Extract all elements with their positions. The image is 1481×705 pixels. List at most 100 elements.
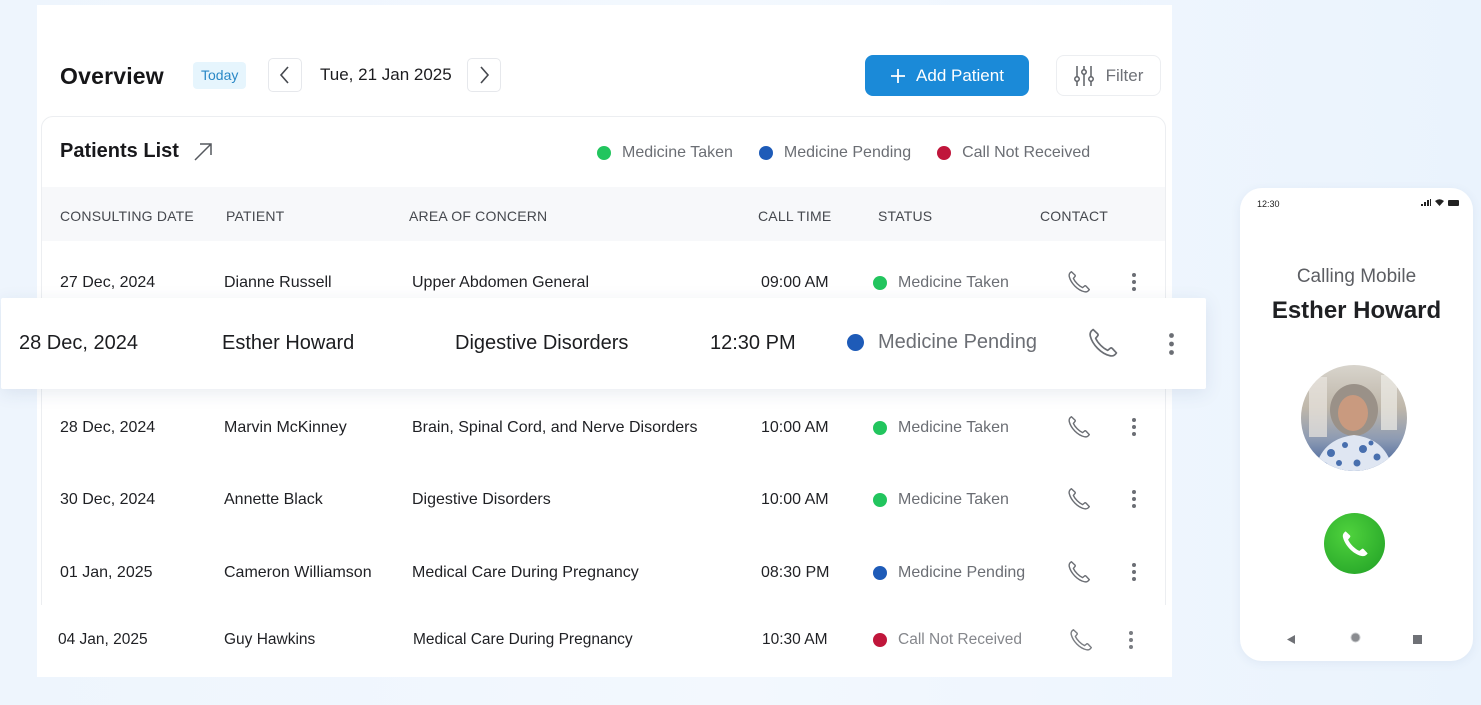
- patient-name: Marvin McKinney: [224, 419, 347, 436]
- status-badge: Call Not Received: [873, 631, 1022, 649]
- consulting-date: 28 Dec, 2024: [60, 419, 156, 436]
- add-patient-button[interactable]: Add Patient: [865, 55, 1029, 96]
- status-label: Medicine Pending: [898, 564, 1026, 581]
- call-time: 12:30 PM: [710, 332, 796, 354]
- consulting-date: 27 Dec, 2024: [60, 274, 156, 291]
- caller-name: Esther Howard: [1271, 297, 1442, 324]
- column-consulting-date[interactable]: CONSULTING DATE: [60, 208, 194, 224]
- column-area-of-concern[interactable]: AREA OF CONCERN: [409, 208, 548, 224]
- status-label: Medicine Taken: [898, 491, 1009, 508]
- patient-name: Esther Howard: [222, 332, 355, 354]
- area-of-concern: Digestive Disorders: [412, 491, 551, 508]
- sliders-icon: [1073, 65, 1094, 86]
- more-options-button[interactable]: [1121, 629, 1141, 651]
- status-badge: Medicine Taken: [873, 274, 1009, 292]
- caller-avatar: [1301, 365, 1407, 471]
- phone-icon: [1068, 416, 1090, 438]
- more-options-button[interactable]: [1161, 331, 1181, 357]
- column-call-time[interactable]: CALL TIME: [758, 208, 832, 224]
- legend-label: Call Not Received: [962, 144, 1091, 161]
- legend-label: Medicine Taken: [622, 144, 733, 161]
- phone-handset-icon: [1342, 530, 1368, 556]
- patient-name: Guy Hawkins: [224, 631, 316, 648]
- legend-medicine-taken: Medicine Taken: [597, 144, 733, 162]
- phone-icon: [1070, 629, 1092, 651]
- chevron-right-icon: [480, 66, 490, 84]
- call-time: 10:30 AM: [762, 631, 828, 648]
- back-button[interactable]: [1287, 631, 1296, 649]
- status-label: Call Not Received: [898, 631, 1023, 648]
- call-time: 10:00 AM: [761, 491, 829, 508]
- status-label: Medicine Pending: [878, 331, 1037, 353]
- call-time: 09:00 AM: [761, 274, 829, 291]
- call-button[interactable]: [1066, 414, 1092, 440]
- column-patient[interactable]: PATIENT: [226, 208, 285, 224]
- patient-name: Cameron Williamson: [224, 564, 372, 581]
- status-badge: Medicine Pending: [847, 331, 1037, 354]
- table-row[interactable]: 01 Jan, 2025 Cameron Williamson Medical …: [42, 537, 1165, 609]
- status-dot-icon: [873, 421, 887, 435]
- phone-icon: [1089, 328, 1118, 357]
- area-of-concern: Digestive Disorders: [455, 332, 629, 354]
- legend-label: Medicine Pending: [783, 144, 912, 161]
- more-options-button[interactable]: [1124, 271, 1144, 293]
- more-options-button[interactable]: [1124, 561, 1144, 583]
- patients-list-card: Patients List Medicine Taken Medicine Pe…: [41, 116, 1166, 677]
- patients-list-title-text: Patients List: [60, 140, 179, 162]
- kebab-menu-icon: [1132, 418, 1136, 436]
- consulting-date: 28 Dec, 2024: [19, 332, 138, 354]
- green-dot-icon: [597, 146, 611, 160]
- status-badge: Medicine Taken: [873, 419, 1009, 437]
- recents-button[interactable]: [1413, 631, 1422, 649]
- column-contact[interactable]: CONTACT: [1040, 208, 1109, 224]
- table-row[interactable]: 28 Dec, 2024 Marvin McKinney Brain, Spin…: [42, 392, 1165, 464]
- call-button[interactable]: [1068, 627, 1094, 653]
- status-label: Medicine Taken: [898, 274, 1009, 291]
- consulting-date: 30 Dec, 2024: [60, 491, 156, 508]
- table-row[interactable]: 27 Dec, 2024 Dianne Russell Upper Abdome…: [42, 247, 1165, 319]
- recents-square-icon: [1413, 635, 1422, 644]
- chevron-left-icon: [279, 66, 289, 84]
- call-time: 10:00 AM: [761, 419, 829, 436]
- overview-header: Overview Today Tue, 21 Jan 2025 Add Pati…: [37, 5, 1172, 115]
- red-dot-icon: [937, 146, 952, 160]
- kebab-menu-icon: [1129, 631, 1133, 649]
- call-button[interactable]: [1066, 559, 1092, 585]
- home-circle-icon: [1350, 632, 1361, 643]
- page-title: Overview: [60, 63, 164, 89]
- table-row[interactable]: 04 Jan, 2025 Guy Hawkins Medical Care Du…: [40, 605, 1170, 677]
- consulting-date: 04 Jan, 2025: [58, 631, 148, 648]
- calling-label: Calling Mobile: [1296, 266, 1417, 287]
- next-date-button[interactable]: [467, 58, 501, 92]
- signal-icon: [1421, 199, 1431, 206]
- more-options-button[interactable]: [1124, 488, 1144, 510]
- table-header: CONSULTING DATE PATIENT AREA OF CONCERN …: [42, 187, 1165, 241]
- call-button[interactable]: [1086, 326, 1120, 360]
- home-button[interactable]: [1350, 630, 1361, 648]
- legend-call-not-received: Call Not Received: [937, 144, 1090, 162]
- column-status[interactable]: STATUS: [878, 208, 933, 224]
- table-row[interactable]: 30 Dec, 2024 Annette Black Digestive Dis…: [42, 464, 1165, 536]
- blue-dot-icon: [758, 146, 773, 160]
- plus-icon: [891, 68, 906, 83]
- arrow-up-right-icon[interactable]: [193, 142, 213, 162]
- consulting-date: 01 Jan, 2025: [60, 564, 153, 581]
- phone-status-icons: [1421, 199, 1460, 206]
- answer-call-button[interactable]: [1324, 513, 1385, 574]
- filter-button[interactable]: Filter: [1056, 55, 1161, 96]
- more-options-button[interactable]: [1124, 416, 1144, 438]
- highlighted-table-row[interactable]: 28 Dec, 2024 Esther Howard Digestive Dis…: [1, 298, 1206, 389]
- patient-name: Dianne Russell: [224, 274, 332, 291]
- status-badge: Medicine Pending: [873, 564, 1025, 582]
- status-label: Medicine Taken: [898, 419, 1009, 436]
- person-photo-icon: [1309, 375, 1397, 471]
- phone-icon: [1068, 271, 1090, 293]
- today-button[interactable]: Today: [193, 62, 247, 89]
- previous-date-button[interactable]: [268, 58, 302, 92]
- patients-list-title[interactable]: Patients List: [60, 140, 213, 163]
- call-button[interactable]: [1066, 486, 1092, 512]
- kebab-menu-icon: [1132, 273, 1136, 291]
- call-button[interactable]: [1066, 269, 1092, 295]
- area-of-concern: Medical Care During Pregnancy: [412, 564, 639, 581]
- filter-label: Filter: [1105, 65, 1144, 85]
